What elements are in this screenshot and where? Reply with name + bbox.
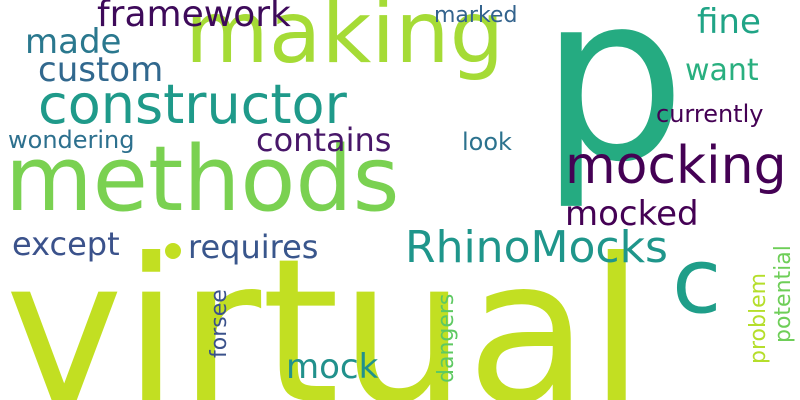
word-methods: methods xyxy=(5,127,400,232)
word-currently: currently xyxy=(656,100,764,128)
word-marked: marked xyxy=(434,3,518,28)
word-look: look xyxy=(462,128,512,156)
word-problem: problem xyxy=(746,272,771,364)
word-contains: contains xyxy=(256,121,392,159)
word-framework: framework xyxy=(97,0,291,35)
word-potential: potential xyxy=(771,245,796,343)
word-dangers: dangers xyxy=(434,293,459,383)
word-wondering: wondering xyxy=(8,126,135,154)
word-made: made xyxy=(25,22,122,62)
word-constructor: constructor xyxy=(38,73,347,136)
word-custom: custom xyxy=(38,50,164,90)
word-mock: mock xyxy=(286,347,379,387)
word-except: except xyxy=(12,225,120,263)
word-c: c xyxy=(672,229,722,334)
word-fine: fine xyxy=(697,2,761,42)
word-mocked: mocked xyxy=(565,194,699,234)
word-mocking: mocking xyxy=(565,136,787,196)
word-making: making xyxy=(185,0,505,83)
word-rhinomocks: RhinoMocks xyxy=(405,222,668,273)
dot-glyph xyxy=(165,243,181,259)
word-p: p xyxy=(540,0,686,213)
word-requires: requires xyxy=(188,228,319,266)
word-forsee: forsee xyxy=(207,289,232,358)
word-want: want xyxy=(685,53,759,88)
word-virtual: virtual xyxy=(5,216,645,400)
